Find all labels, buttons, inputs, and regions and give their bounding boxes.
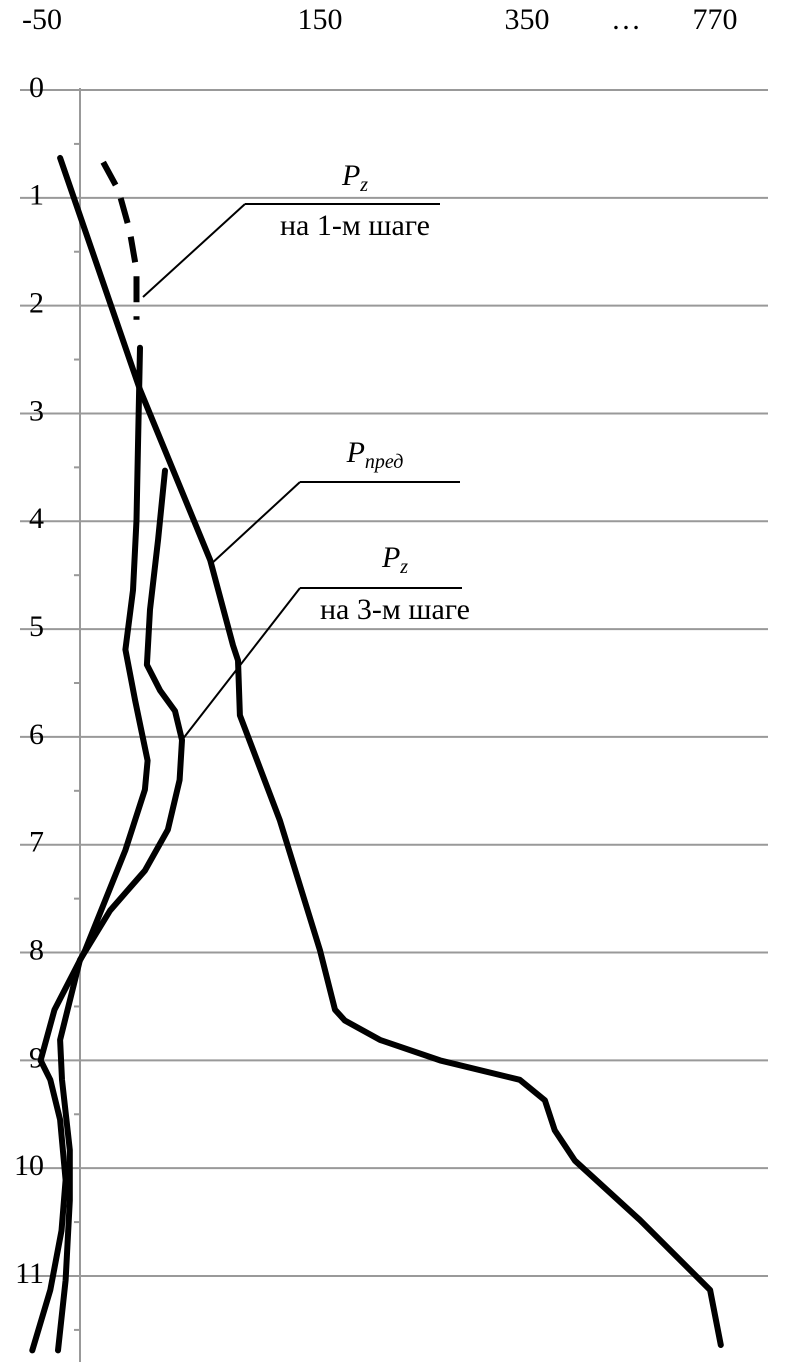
y-tick-label: 5 (29, 610, 44, 643)
annotation-symbol-text: P (346, 436, 365, 469)
y-tick-label: 6 (29, 718, 44, 751)
y-tick-label: 7 (29, 826, 44, 859)
annotation-symbol: Pz (381, 541, 408, 578)
y-tick-label: 4 (29, 502, 44, 535)
y-tick-label: 8 (29, 933, 44, 966)
y-tick-label: 2 (29, 287, 44, 320)
annotation-subscript: z (359, 174, 368, 196)
annotation-symbol: Pпред (346, 436, 404, 473)
annotation-symbol-text: P (341, 159, 360, 192)
x-break-label: … (611, 3, 641, 36)
annotation-subscript: пред (365, 451, 404, 473)
curve (100, 160, 140, 320)
annotation-symbol-text: P (381, 541, 400, 574)
annotation-leader (142, 203, 246, 298)
annotation-leader (209, 481, 301, 566)
y-tick-label: 3 (29, 394, 44, 427)
y-tick-label: 11 (15, 1257, 44, 1290)
x-tick-label: 770 (693, 3, 738, 36)
annotation-subscript: z (399, 556, 408, 578)
x-tick-label: -50 (22, 3, 62, 36)
x-tick-label: 350 (505, 3, 550, 36)
y-tick-label: 1 (29, 179, 44, 212)
y-tick-label: 0 (29, 71, 44, 104)
x-tick-label: 150 (298, 3, 343, 36)
curve (55, 467, 185, 1354)
y-tick-label: 10 (14, 1149, 44, 1182)
annotation-caption: на 1-м шаге (280, 209, 430, 242)
annotation-caption: на 3-м шаге (320, 593, 470, 626)
curve (29, 344, 151, 1354)
annotation-symbol: Pz (341, 159, 368, 196)
curve (57, 154, 724, 1348)
annotation-leader (181, 587, 301, 741)
